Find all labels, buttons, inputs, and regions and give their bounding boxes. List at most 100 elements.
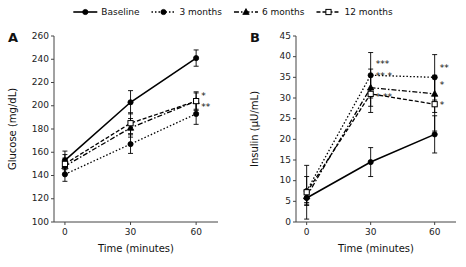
y-tick-label: 45 (280, 31, 291, 41)
marker (62, 161, 67, 166)
panel: 10012014016018020022024026003060Time (mi… (7, 30, 218, 254)
x-tick (196, 222, 197, 225)
error-cap (194, 66, 199, 67)
error-cap (368, 112, 373, 113)
panel-label: B (250, 30, 260, 45)
error-bar (128, 113, 133, 134)
error-cap (62, 151, 67, 152)
annotation: * (201, 91, 206, 101)
panel-label: A (8, 30, 18, 45)
error-cap (304, 165, 309, 166)
legend-marker (161, 9, 166, 14)
error-bar (194, 50, 199, 66)
series-line (65, 101, 196, 164)
error-bar (368, 53, 373, 98)
series (62, 93, 200, 174)
annotation: ** (201, 102, 211, 112)
y-tick (293, 222, 296, 223)
series (62, 103, 198, 181)
y-tick (51, 152, 54, 153)
error-cap (432, 152, 437, 153)
y-tick-label: 200 (32, 100, 49, 110)
marker (128, 100, 133, 105)
x-tick-label: 60 (429, 227, 441, 237)
marker (304, 190, 309, 195)
y-tick (51, 175, 54, 176)
y-tick (51, 129, 54, 130)
marker (128, 121, 133, 126)
annotation: * (440, 100, 445, 110)
y-tick (51, 222, 54, 223)
y-tick-label: 240 (32, 54, 49, 64)
legend-label: Baseline (101, 7, 140, 17)
series-line (65, 101, 196, 166)
x-tick-label: 30 (365, 227, 377, 237)
x-tick (434, 222, 435, 225)
error-cap (128, 137, 133, 138)
error-cap (62, 154, 67, 155)
y-tick-label: 180 (32, 124, 49, 134)
legend-item: 12 months (316, 7, 393, 17)
error-cap (62, 174, 67, 175)
y-tick-label: 40 (280, 51, 292, 61)
marker (368, 159, 373, 164)
plot-area (62, 50, 200, 181)
error-bar (432, 77, 437, 131)
error-cap (368, 176, 373, 177)
legend-marker (326, 9, 331, 14)
error-bar (368, 148, 373, 177)
annotation: * ** (376, 92, 393, 102)
y-tick-label: 140 (32, 170, 49, 180)
marker (432, 132, 437, 137)
x-axis-line (296, 222, 456, 223)
error-cap (194, 91, 199, 92)
error-bar (62, 155, 67, 174)
x-tick (130, 222, 131, 225)
error-cap (368, 147, 373, 148)
x-tick (370, 222, 371, 225)
marker (368, 91, 373, 96)
series (304, 75, 437, 219)
error-cap (304, 219, 309, 220)
series-line (65, 58, 196, 160)
marker (432, 102, 437, 107)
error-cap (368, 52, 373, 53)
y-tick-label: 10 (280, 175, 292, 185)
series (304, 53, 437, 206)
error-bar (128, 135, 133, 154)
plot-area (303, 53, 437, 220)
marker (193, 98, 199, 104)
marker (128, 142, 133, 147)
series-line (307, 134, 435, 198)
y-tick-label: 5 (285, 196, 291, 206)
y-tick (293, 201, 296, 202)
y-tick-label: 220 (32, 77, 49, 87)
marker (194, 111, 199, 116)
x-tick-label: 60 (190, 227, 202, 237)
x-tick-label: 30 (125, 227, 137, 237)
annotation: ** (440, 63, 450, 73)
error-cap (128, 90, 133, 91)
error-cap (368, 75, 373, 76)
y-tick (51, 36, 54, 37)
y-tick-label: 30 (280, 93, 292, 103)
error-bar (368, 75, 373, 112)
legend-item: 3 months (151, 7, 222, 17)
y-tick-label: 35 (280, 72, 291, 82)
annotation: ** * (376, 71, 393, 81)
legend-item: 6 months (234, 7, 305, 17)
series (62, 92, 198, 173)
annotation: * (440, 80, 445, 90)
y-axis-label: Glucose (mg/dL) (7, 88, 18, 170)
legend-item: Baseline (73, 7, 140, 17)
series (303, 69, 437, 203)
error-cap (62, 181, 67, 182)
error-cap (128, 112, 133, 113)
y-axis-label: Insulin (μU/mL) (249, 91, 260, 167)
y-tick (51, 105, 54, 106)
error-cap (194, 110, 199, 111)
y-tick (293, 77, 296, 78)
annotation: *** (376, 59, 390, 69)
error-cap (194, 49, 199, 50)
error-cap (128, 133, 133, 134)
